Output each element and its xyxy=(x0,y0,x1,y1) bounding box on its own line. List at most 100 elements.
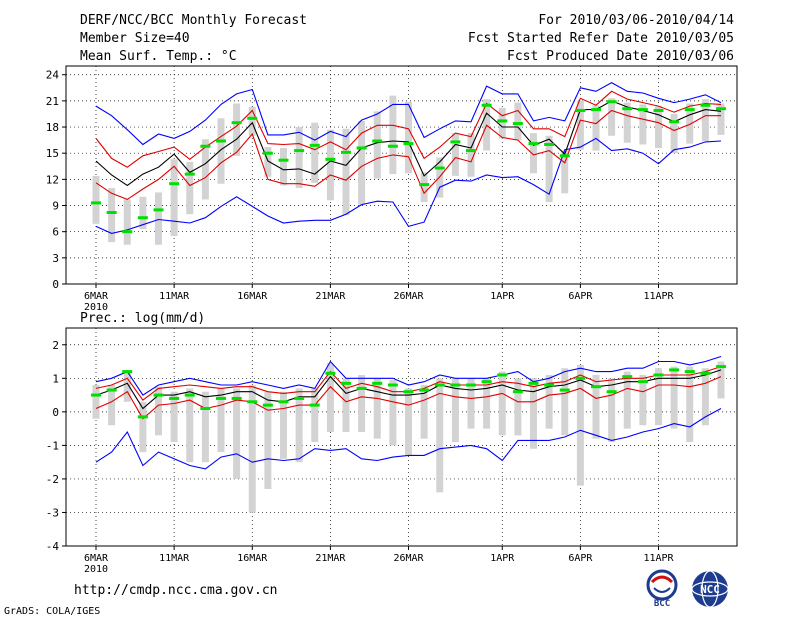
prec-median-mark xyxy=(309,403,320,407)
temp-median-mark xyxy=(591,108,601,112)
temp-spread-box xyxy=(139,196,147,230)
prec-spread-box xyxy=(155,386,162,436)
prec-median-mark xyxy=(262,403,273,407)
prec-median-mark xyxy=(591,385,601,389)
prec-x-tick-label: 6MAR xyxy=(84,553,109,564)
prec-spread-box xyxy=(514,378,522,436)
prec-spread-box xyxy=(264,391,272,489)
temp-spread-box xyxy=(420,172,428,203)
temp-spread-box xyxy=(436,157,444,198)
prec-median-mark xyxy=(91,393,101,397)
temp-median-mark xyxy=(653,108,664,112)
temp-median-mark xyxy=(450,140,461,144)
prec-x-tick-label: 1APR xyxy=(490,553,515,564)
prec-median-mark xyxy=(544,383,555,387)
temp-median-mark xyxy=(216,139,226,143)
prec-median-mark xyxy=(278,400,289,404)
prec-x-tick-label: 21MAR xyxy=(315,553,346,564)
temp-median-mark xyxy=(544,142,555,146)
temp-spread-box xyxy=(201,139,209,200)
temp-median-mark xyxy=(387,144,398,148)
temp-panel-label: Mean Surf. Temp.: °C xyxy=(80,49,237,64)
prec-spread-box xyxy=(608,378,616,443)
temp-median-mark xyxy=(434,166,445,170)
temp-x-year-label: 2010 xyxy=(84,302,108,313)
prec-median-mark xyxy=(466,383,476,387)
prec-x-tick-label: 16MAR xyxy=(237,553,268,564)
bcc-logo-text: BCC xyxy=(654,599,670,608)
temp-median-mark xyxy=(684,108,695,112)
prec-spread-box xyxy=(170,391,178,443)
prec-median-mark xyxy=(559,388,570,392)
temp-y-tick-label: 12 xyxy=(46,173,59,186)
prec-spread-box xyxy=(655,368,662,426)
prec-y-tick-label: 1 xyxy=(52,372,59,385)
grads-credit: GrADS: COLA/IGES xyxy=(4,606,101,617)
prec-spread-box xyxy=(498,371,506,436)
prec-spread-box xyxy=(530,378,537,449)
prec-spread-box xyxy=(311,388,319,443)
temp-median-mark xyxy=(700,103,711,107)
temp-spread-box xyxy=(576,100,584,150)
temp-median-mark xyxy=(200,144,211,148)
forecast-start-date: Fcst Started Refer Date 2010/03/05 xyxy=(467,31,734,46)
prec-x-tick-label: 26MAR xyxy=(393,553,424,564)
prec-spread-box xyxy=(186,388,194,463)
prec-y-tick-label: -3 xyxy=(46,506,59,519)
temp-median-mark xyxy=(528,142,539,146)
prec-spread-box xyxy=(217,388,225,453)
temp-max-line xyxy=(95,81,722,146)
prec-spread-box xyxy=(451,378,459,443)
forecast-period: For 2010/03/06-2010/04/14 xyxy=(538,13,734,28)
temp-lower-line xyxy=(95,109,721,201)
temp-x-tick-label: 26MAR xyxy=(393,291,424,302)
temp-x-tick-label: 11APR xyxy=(643,291,674,302)
temp-spread-box xyxy=(623,102,631,143)
temp-y-tick-label: 21 xyxy=(46,95,59,108)
temp-spread-box xyxy=(561,150,569,194)
temp-median-mark xyxy=(325,157,336,161)
temp-spread-box xyxy=(686,103,694,144)
prec-x-tick-label: 11MAR xyxy=(159,553,190,564)
temp-median-mark xyxy=(419,183,430,187)
prec-mean-line xyxy=(95,369,722,410)
prec-spread-box xyxy=(358,374,366,432)
temp-spread-box xyxy=(358,120,366,205)
prec-spread-box xyxy=(467,378,475,429)
temp-spread-box xyxy=(342,128,350,216)
temp-x-tick-label: 16MAR xyxy=(237,291,268,302)
prec-median-mark xyxy=(216,396,226,400)
prec-spread-box xyxy=(233,388,241,479)
temp-spread-box xyxy=(405,101,412,174)
prec-y-tick-label: 2 xyxy=(52,339,59,352)
prec-median-mark xyxy=(653,373,664,377)
prec-spread-box xyxy=(295,388,303,463)
source-url: http://cmdp.ncc.cma.gov.cn xyxy=(74,583,278,598)
prec-median-mark xyxy=(372,381,383,385)
forecast-produced-date: Fcst Produced Date 2010/03/06 xyxy=(507,49,734,64)
prec-min-line xyxy=(95,408,722,470)
temp-spread-box xyxy=(639,104,647,145)
temp-spread-box xyxy=(545,135,553,203)
prec-max-line xyxy=(95,355,722,396)
temp-spread-box xyxy=(186,161,194,215)
temp-median-mark xyxy=(341,150,351,154)
prec-x-tick-label: 11APR xyxy=(643,553,674,564)
prec-spread-box xyxy=(92,385,100,419)
prec-median-mark xyxy=(575,376,586,380)
temp-median-mark xyxy=(481,103,492,107)
prec-x-year-label: 2010 xyxy=(84,564,108,575)
temp-median-mark xyxy=(622,107,633,111)
prec-median-mark xyxy=(153,393,164,397)
prec-y-tick-label: -2 xyxy=(46,473,59,486)
temp-median-mark xyxy=(559,154,570,158)
temp-median-mark xyxy=(403,142,414,146)
temp-x-tick-label: 11MAR xyxy=(159,291,190,302)
temp-spread-box xyxy=(389,95,397,175)
prec-lower-line xyxy=(95,376,722,420)
temp-spread-box xyxy=(717,103,725,135)
temp-spread-box xyxy=(451,133,459,176)
prec-spread-box xyxy=(717,361,725,399)
temp-spread-box xyxy=(701,99,709,141)
